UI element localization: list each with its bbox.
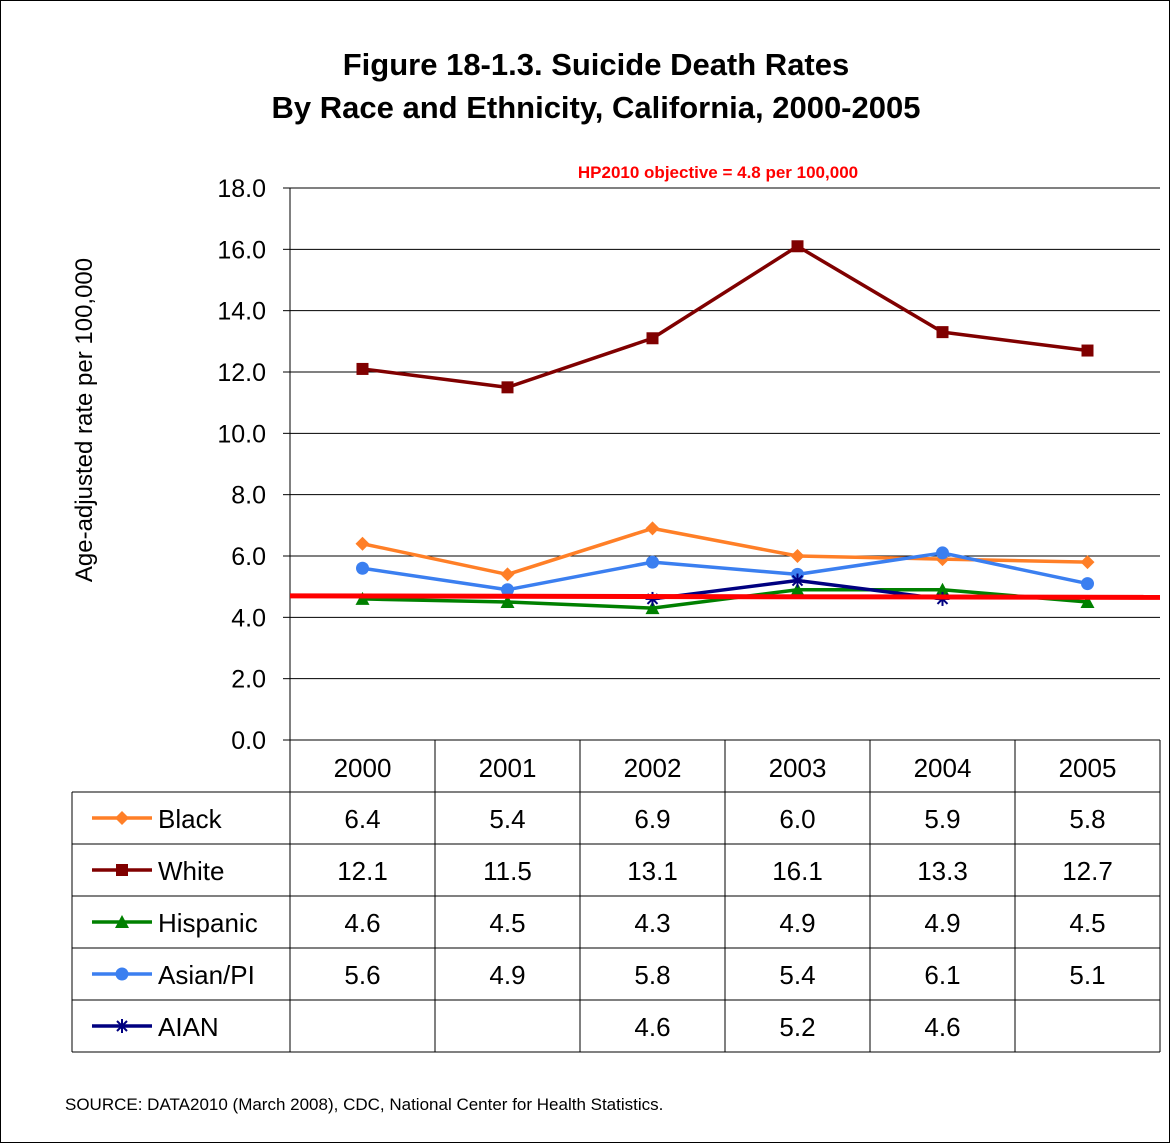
data-point <box>501 583 514 597</box>
data-point <box>115 811 129 825</box>
table-cell-value: 12.7 <box>1062 856 1113 886</box>
data-point <box>115 915 129 928</box>
legend-label: Black <box>158 804 223 834</box>
table-cell-value: 4.6 <box>344 908 380 938</box>
data-point <box>791 240 804 253</box>
table-cell-value: 5.8 <box>634 960 670 990</box>
data-table: 2000 2001 2002 2003 2004 2005 Black 6.4 5.4 6.9 6.… <box>71 739 1161 1053</box>
data-point <box>501 381 514 394</box>
data-point-stroke <box>116 1020 128 1032</box>
objective-label: HP2010 objective = 4.8 per 100,000 <box>578 163 858 182</box>
table-cell-value: 6.9 <box>634 804 670 834</box>
legend-label: Hispanic <box>158 908 258 938</box>
table-cell-value: 4.9 <box>924 908 960 938</box>
table-cell-value: 4.5 <box>1069 908 1105 938</box>
data-point <box>500 567 515 582</box>
table-cell-value: 5.9 <box>924 804 960 834</box>
objective-line <box>289 593 1161 600</box>
chart-title-line-2: By Race and Ethnicity, California, 2000-… <box>272 90 921 125</box>
data-point <box>1080 595 1095 608</box>
table-cell-value: 16.1 <box>772 856 823 886</box>
y-tick-label: 16.0 <box>217 236 266 264</box>
data-point <box>115 967 129 981</box>
x-tick-label: 2003 <box>769 753 827 783</box>
plot-area: 0.0 2.0 4.0 6.0 8.0 10.0 12.0 14.0 16.0 18.0 <box>217 175 1161 755</box>
data-point <box>790 549 805 563</box>
x-tick-label: 2005 <box>1059 753 1117 783</box>
table-cell-value: 4.5 <box>489 908 525 938</box>
data-point-stroke <box>791 574 804 587</box>
data-point <box>646 555 659 569</box>
data-point <box>790 582 805 596</box>
table-cell-value: 6.1 <box>924 960 960 990</box>
source-note: SOURCE: DATA2010 (March 2008), CDC, Nati… <box>65 1095 663 1114</box>
data-point <box>356 362 369 375</box>
y-tick-label: 14.0 <box>217 298 266 326</box>
chart-title-line-1: Figure 18-1.3. Suicide Death Rates <box>343 47 850 82</box>
data-point <box>1080 555 1095 570</box>
x-tick-label: 2000 <box>334 753 392 783</box>
legend-label: White <box>158 856 224 886</box>
table-cell-value: 5.4 <box>489 804 525 834</box>
data-point <box>936 546 949 560</box>
x-tick-label: 2004 <box>914 753 972 783</box>
table-cell-value: 5.1 <box>1069 960 1105 990</box>
data-point <box>1081 577 1094 591</box>
data-point <box>646 332 659 345</box>
data-point <box>790 573 805 588</box>
table-cell-value: 13.1 <box>627 856 678 886</box>
data-point <box>645 601 660 615</box>
table-cell-value: 4.6 <box>634 1012 670 1042</box>
y-tick-label: 18.0 <box>217 175 266 203</box>
series-line-white <box>362 244 1088 390</box>
y-tick-label: 0.0 <box>231 727 266 755</box>
table-cell-value: 5.2 <box>779 1012 815 1042</box>
table-cell-value: 6.4 <box>344 804 380 834</box>
table-cell-value: 4.9 <box>489 960 525 990</box>
table-cell-value: 5.8 <box>1069 804 1105 834</box>
table-cell-value: 12.1 <box>337 856 388 886</box>
table-cell-value: 4.3 <box>634 908 670 938</box>
data-point <box>500 595 515 608</box>
table-cell-value: 6.0 <box>779 804 815 834</box>
y-tick-label: 10.0 <box>217 420 266 448</box>
y-tick-label: 4.0 <box>231 604 266 632</box>
y-tick-label: 2.0 <box>231 666 266 694</box>
legend-label: AIAN <box>158 1012 219 1042</box>
data-point <box>356 561 369 575</box>
x-tick-label: 2002 <box>624 753 682 783</box>
table-cell-value: 5.6 <box>344 960 380 990</box>
data-point <box>936 326 949 339</box>
data-point <box>115 1019 129 1033</box>
y-tick-label: 8.0 <box>231 482 266 510</box>
y-tick-label: 6.0 <box>231 543 266 571</box>
table-cell-value: 4.6 <box>924 1012 960 1042</box>
table-cell-value: 11.5 <box>483 856 532 886</box>
series-line-asianpi <box>362 551 1088 592</box>
table-cell-value: 4.9 <box>779 908 815 938</box>
table-cell-value: 13.3 <box>917 856 968 886</box>
data-point <box>355 536 370 551</box>
data-point <box>1081 344 1094 357</box>
data-point <box>116 864 128 876</box>
data-point <box>645 521 660 536</box>
x-tick-label: 2001 <box>479 753 537 783</box>
data-point <box>935 582 950 596</box>
table-cell-value: 5.4 <box>779 960 815 990</box>
legend-label: Asian/PI <box>158 960 255 990</box>
y-axis-label: Age-adjusted rate per 100,000 <box>71 258 98 582</box>
y-tick-label: 12.0 <box>217 359 266 387</box>
